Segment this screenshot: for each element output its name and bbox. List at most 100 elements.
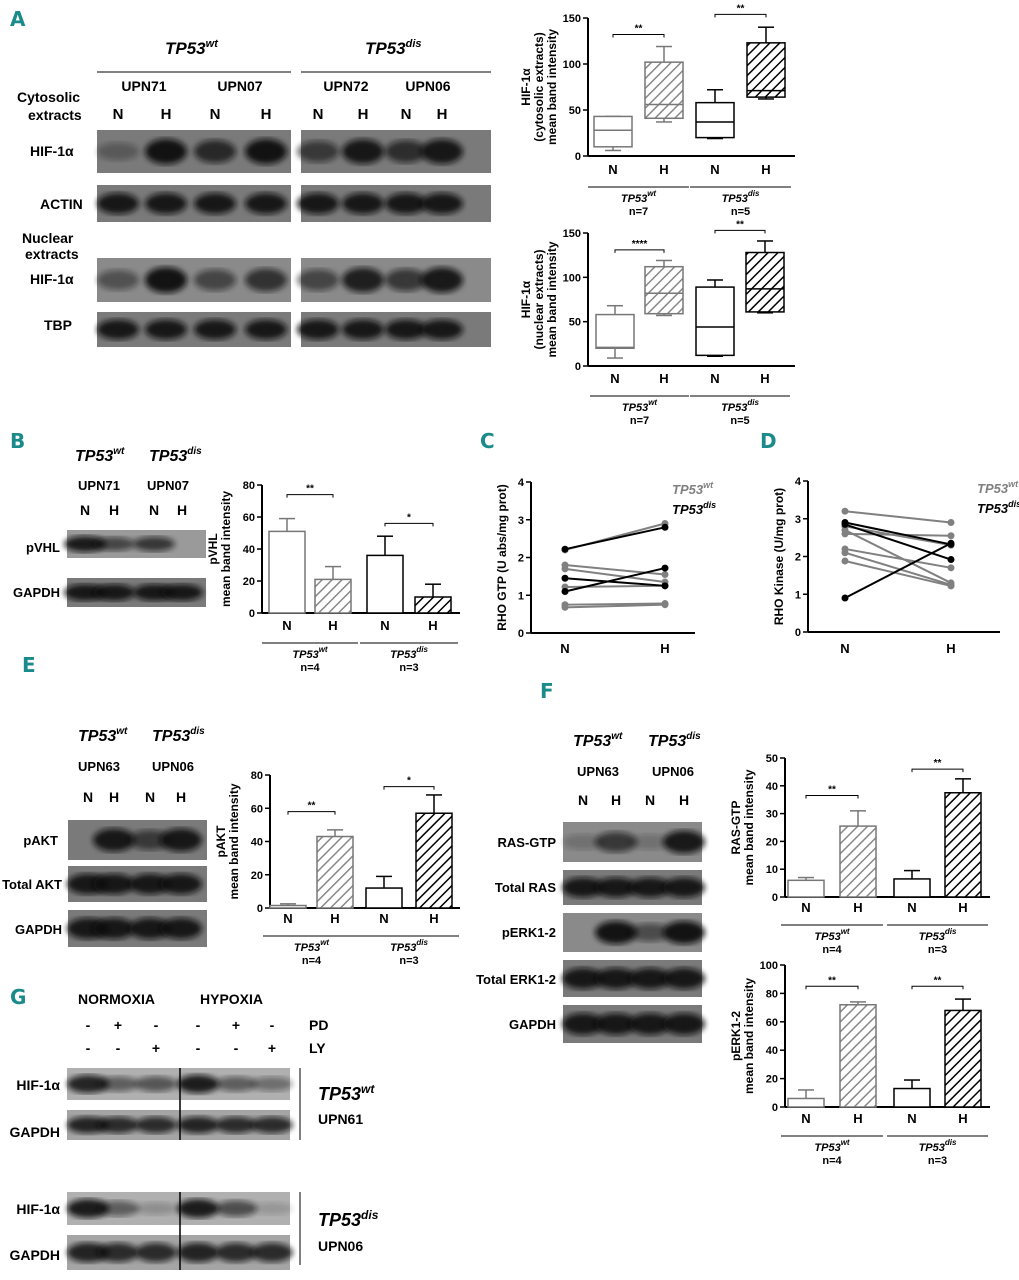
bar (415, 812, 453, 909)
group-n-label: n=4 (822, 1155, 842, 1167)
blot-band (421, 267, 463, 293)
series-line-wt (564, 584, 666, 588)
pd-sign: - (270, 1017, 275, 1033)
blot-band (629, 967, 671, 990)
pd-sign: - (196, 1017, 201, 1033)
x-category-label: N (907, 900, 916, 915)
data-point-dis (947, 539, 955, 547)
blot-band (421, 192, 463, 215)
blot-band (177, 1199, 219, 1218)
blot-band (145, 319, 187, 340)
x-category-label: H (853, 1111, 862, 1126)
blot-strip (97, 130, 291, 173)
y-tick-label: 4 (518, 477, 525, 489)
ly-label: LY (309, 1040, 326, 1056)
blot-band (93, 584, 135, 601)
significance-label: ** (737, 3, 745, 14)
row-label: HIF-1α (16, 1077, 60, 1093)
genotype-superscript: dis (703, 500, 716, 510)
blot-band (93, 873, 135, 895)
chart-f1: 0 10 20 30 40 50 RAS-GTP mean band intensity N H N… (729, 753, 990, 956)
significance-label: ** (934, 758, 942, 769)
lane-label: H (109, 789, 119, 805)
group-label: TP53wt (814, 1138, 850, 1154)
group-n-label: n=4 (300, 662, 320, 674)
blot-band (342, 319, 384, 340)
y-axis-label: pAKT (214, 825, 228, 858)
legend-entry-wt: TP53wt (977, 479, 1019, 496)
group-n-label: n=4 (822, 944, 842, 956)
row-label: TBP (44, 317, 72, 333)
blot-band (342, 139, 384, 164)
row-label: HIF-1α (30, 271, 74, 287)
group-label: TP53dis (919, 1138, 957, 1154)
x-category-label: H (958, 900, 967, 915)
genotype-base: TP53 (672, 502, 704, 517)
blot-strip (562, 960, 705, 997)
genotype-superscript: wt (841, 1138, 850, 1147)
significance-bracket (805, 795, 859, 799)
genotype-dis-label: TP53dis (318, 1208, 379, 1230)
x-category-label: H (659, 162, 668, 177)
blot-band (251, 1116, 293, 1134)
legend-entry-dis: TP53dis (977, 499, 1019, 516)
y-tick-label: 100 (563, 59, 581, 71)
blot-band (129, 917, 171, 940)
y-tick-label: 2 (518, 553, 524, 565)
x-category-label: N (608, 162, 617, 177)
blot-band (629, 877, 671, 898)
blot-band (385, 140, 427, 163)
blot-band (161, 584, 203, 601)
blot-band (135, 1116, 177, 1134)
blot-strip (67, 866, 207, 902)
blot-band (67, 1242, 109, 1263)
data-point-dis (561, 545, 569, 553)
blot-strip (297, 185, 491, 222)
group-label: TP53dis (919, 927, 957, 943)
blot-strip (297, 130, 491, 173)
significance-label: * (407, 776, 411, 787)
y-tick-label: 150 (563, 13, 581, 25)
blot-band (160, 873, 202, 895)
blot-band (562, 877, 604, 898)
western-blots (64, 130, 705, 1270)
significance-bracket (287, 811, 336, 815)
blot-band (663, 1013, 705, 1035)
y-tick-label: 60 (243, 512, 255, 524)
blot-band (251, 1242, 293, 1263)
blot-band (160, 828, 202, 852)
panel-letter-b: B (10, 429, 25, 453)
blot-band (129, 873, 171, 895)
panel-letter-c: C (480, 429, 495, 453)
y-tick-label: 3 (518, 515, 524, 527)
group-label: TP53dis (390, 938, 428, 954)
y-tick-label: 20 (243, 576, 255, 588)
genotype-base: TP53 (919, 1142, 945, 1154)
blot-band (297, 319, 339, 340)
blot-band (663, 967, 705, 990)
y-axis-label: pVHL (206, 533, 220, 564)
blot-strip (67, 1068, 293, 1100)
y-tick-label: 1 (518, 590, 524, 602)
y-tick-label: 30 (766, 809, 778, 821)
y-tick-label: 20 (766, 836, 778, 848)
blot-band (595, 831, 637, 853)
row-label: HIF-1α (30, 143, 74, 159)
x-category-label: N (710, 162, 719, 177)
series-line-wt (564, 602, 666, 606)
significance-bracket (614, 249, 665, 253)
y-tick-label: 3 (795, 514, 801, 526)
box-1 (644, 259, 684, 317)
box-3 (745, 240, 785, 314)
blot-band (562, 1013, 604, 1035)
blot-band (145, 192, 187, 215)
significance-label: ** (934, 975, 942, 986)
blot-band (93, 917, 135, 940)
lane-label: H (261, 106, 272, 123)
x-category-label: N (282, 618, 291, 633)
chart-a1: 0 50 100 150 HIF-1α (cytosolic extracts) mean … (519, 3, 795, 218)
blot-band (245, 192, 287, 215)
